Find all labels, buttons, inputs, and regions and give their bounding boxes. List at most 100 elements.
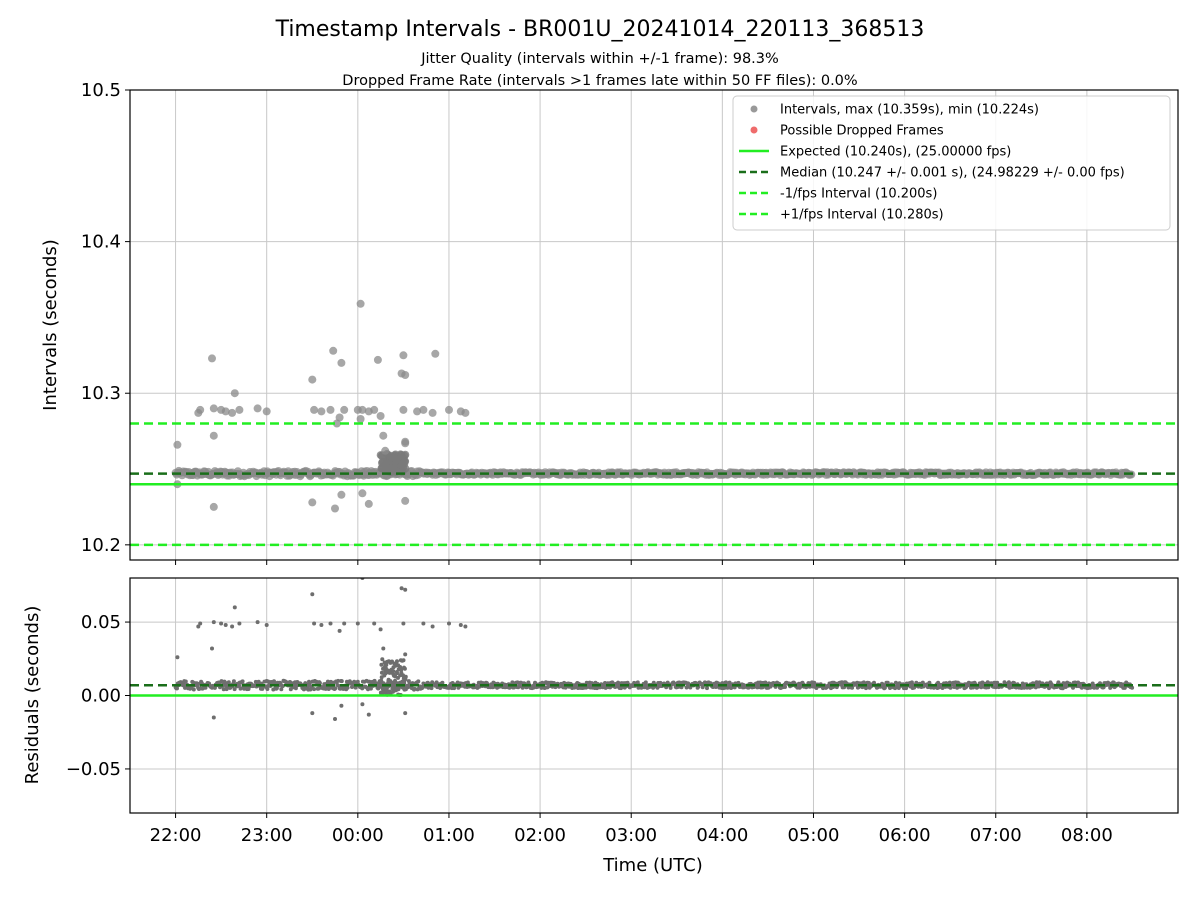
- residual-point: [948, 685, 953, 690]
- residual-point: [727, 680, 732, 685]
- legend-entry: Median (10.247 +/- 0.001 s), (24.98229 +…: [739, 166, 1125, 181]
- interval-point: [262, 407, 271, 416]
- interval-point: [253, 404, 262, 413]
- residual-point: [240, 679, 245, 684]
- interval-point: [428, 408, 437, 417]
- interval-point: [331, 504, 339, 513]
- interval-point: [228, 408, 237, 417]
- residual-point: [339, 703, 344, 708]
- legend-label: Expected (10.240s), (25.00000 fps): [780, 145, 1011, 160]
- top-y-axis-label: Intervals (seconds): [40, 239, 61, 411]
- residual-point: [403, 674, 407, 679]
- residual-point: [927, 680, 932, 685]
- residual-point: [388, 660, 393, 665]
- interval-point: [358, 405, 367, 414]
- interval-point: [196, 405, 205, 414]
- interval-point: [413, 407, 422, 416]
- residual-point: [403, 711, 408, 716]
- residual-point: [1130, 685, 1135, 690]
- residual-point: [403, 652, 408, 657]
- interval-point: [358, 489, 367, 498]
- intervals-panel: 10.2 10.3 10.4 10.5: [81, 80, 1179, 565]
- residual-point: [355, 621, 360, 626]
- residual-point: [722, 685, 727, 690]
- residual-point: [183, 679, 188, 684]
- interval-point: [337, 358, 346, 367]
- interval-point: [173, 440, 182, 449]
- residual-point: [191, 687, 196, 692]
- legend-entry: Expected (10.240s), (25.00000 fps): [739, 145, 1011, 160]
- interval-point: [326, 405, 335, 414]
- interval-point: [399, 405, 408, 414]
- interval-point: [208, 354, 216, 363]
- residuals-y-tick-label: 0.05: [81, 612, 121, 633]
- residual-point: [379, 662, 384, 667]
- residual-point: [458, 623, 463, 627]
- residual-point: [210, 646, 214, 651]
- intervals-y-tick-label: 10.2: [81, 535, 121, 556]
- residual-point: [379, 675, 384, 680]
- residual-point: [196, 624, 201, 629]
- x-tick-label: 01:00: [423, 825, 475, 846]
- residual-point: [393, 674, 398, 679]
- residual-point: [850, 685, 855, 690]
- residual-point: [643, 680, 648, 685]
- intervals-y-tick-label: 10.5: [81, 80, 121, 101]
- interval-point: [400, 460, 409, 469]
- interval-point: [308, 498, 317, 507]
- residual-point: [280, 684, 285, 689]
- residual-point: [310, 711, 315, 716]
- residual-point: [395, 659, 399, 664]
- residuals-grid: 22:00 23:00 00:00 01:00 02:00 03:00 04:00 05:00…: [66, 578, 1178, 846]
- residual-point: [379, 670, 384, 675]
- residual-point: [211, 620, 216, 625]
- legend-entry: +1/fps Interval (10.280s): [739, 208, 944, 223]
- residual-point: [310, 592, 315, 597]
- interval-point: [401, 439, 410, 448]
- residual-point: [345, 685, 350, 690]
- interval-point: [310, 405, 319, 414]
- residual-point: [378, 627, 383, 632]
- residual-point: [232, 687, 237, 692]
- interval-point: [335, 413, 344, 422]
- residual-point: [393, 688, 398, 693]
- interval-point: [379, 463, 387, 472]
- residual-point: [221, 687, 226, 692]
- interval-point: [317, 407, 326, 416]
- residual-point: [866, 681, 871, 685]
- residual-point: [328, 621, 333, 626]
- legend-label: Intervals, max (10.359s), min (10.224s): [780, 103, 1039, 118]
- residual-point: [333, 686, 338, 691]
- interval-point: [235, 405, 244, 414]
- interval-point: [356, 299, 365, 308]
- legend-entry: Intervals, max (10.359s), min (10.224s): [750, 103, 1039, 118]
- residual-point: [223, 623, 228, 627]
- x-axis-label: Time (UTC): [602, 855, 703, 876]
- interval-point: [399, 351, 408, 360]
- legend-label: -1/fps Interval (10.200s): [780, 187, 937, 202]
- chart-subtitle-jitter: Jitter Quality (intervals within +/-1 fr…: [420, 51, 779, 67]
- x-tick-label: 06:00: [879, 825, 931, 846]
- x-tick-label: 05:00: [788, 825, 840, 846]
- residual-point: [333, 717, 337, 721]
- interval-point: [364, 499, 373, 508]
- residual-point: [904, 686, 909, 691]
- residuals-axes-frame: [129, 577, 1179, 814]
- bottom-y-axis-label: Residuals (seconds): [22, 606, 43, 785]
- residual-point: [230, 624, 235, 629]
- residual-point: [402, 665, 406, 670]
- x-tick-label: 07:00: [970, 825, 1022, 846]
- x-tick-label: 08:00: [1061, 825, 1113, 846]
- residual-point: [390, 686, 395, 691]
- residual-point: [360, 702, 365, 707]
- residual-point: [401, 621, 406, 626]
- intervals-data: [130, 299, 1178, 547]
- residual-point: [366, 712, 371, 717]
- residual-point: [1022, 685, 1027, 690]
- residual-point: [387, 668, 392, 673]
- interval-point: [373, 355, 382, 364]
- residual-point: [175, 655, 180, 660]
- legend-label: Possible Dropped Frames: [780, 124, 944, 139]
- residual-point: [381, 646, 386, 651]
- interval-point: [445, 405, 453, 414]
